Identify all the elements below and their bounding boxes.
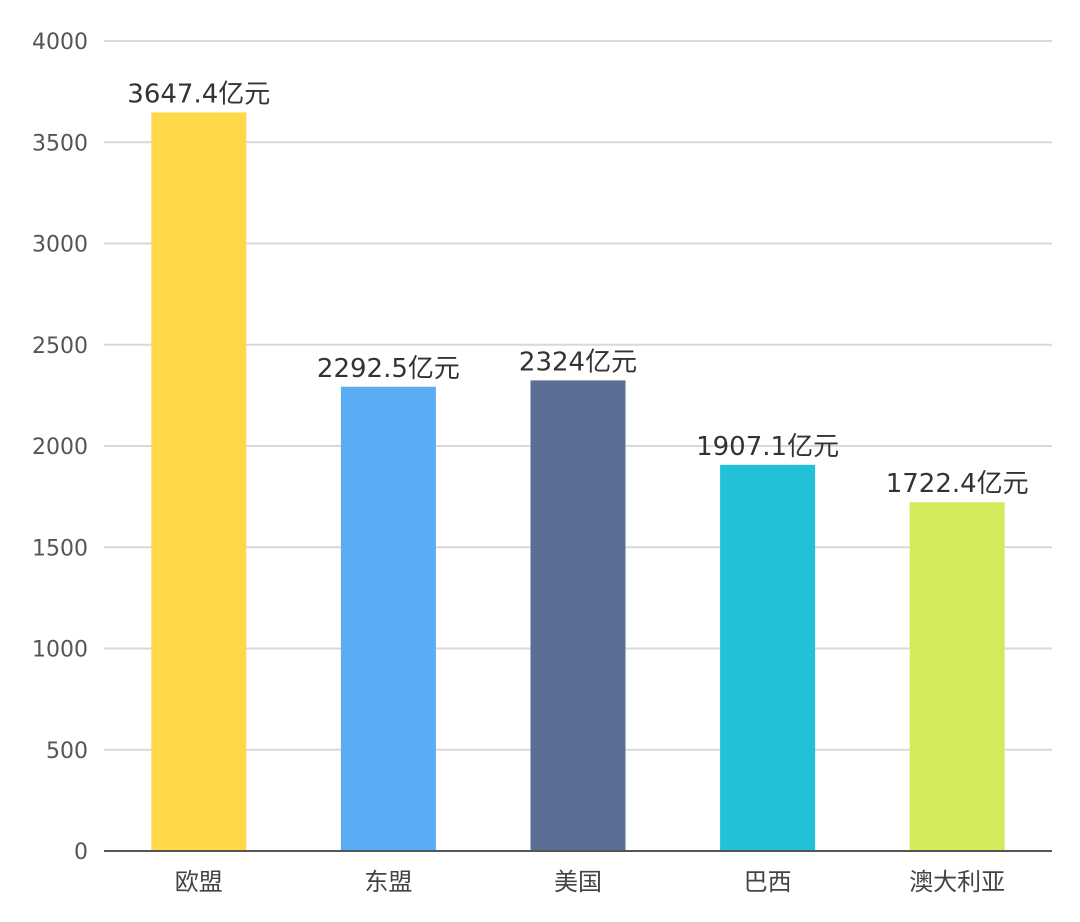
bars bbox=[151, 112, 1005, 852]
bar bbox=[720, 464, 816, 851]
x-tick-label: 东盟 bbox=[364, 868, 412, 896]
y-tick-label: 3000 bbox=[32, 233, 88, 258]
y-tick-label: 3500 bbox=[32, 131, 88, 156]
data-label: 3647.4亿元 bbox=[127, 79, 270, 109]
y-tick-label: 0 bbox=[74, 840, 88, 865]
data-label: 2324亿元 bbox=[519, 347, 637, 377]
y-tick-label: 2500 bbox=[32, 334, 88, 359]
x-tick-label: 欧盟 bbox=[175, 868, 223, 896]
bar bbox=[909, 502, 1005, 851]
y-tick-label: 4000 bbox=[32, 30, 88, 55]
y-tick-label: 500 bbox=[46, 739, 88, 764]
y-tick-label: 1500 bbox=[32, 536, 88, 561]
x-tick-label: 澳大利亚 bbox=[909, 868, 1005, 896]
y-tick-label: 1000 bbox=[32, 638, 88, 663]
bar bbox=[151, 112, 247, 852]
bar bbox=[530, 380, 626, 851]
y-tick-label: 2000 bbox=[32, 435, 88, 460]
data-label: 1722.4亿元 bbox=[886, 469, 1029, 499]
x-tick-label: 巴西 bbox=[744, 868, 792, 896]
x-tick-label: 美国 bbox=[554, 868, 602, 896]
data-labels: 3647.4亿元 2292.5亿元 2324亿元 1907.1亿元 1722.4亿元 bbox=[127, 79, 1028, 499]
axes: 0 500 1000 1500 2000 2500 3000 3500 4000 欧盟 东盟 美国 巴西… bbox=[32, 30, 1052, 896]
data-label: 2292.5亿元 bbox=[317, 354, 460, 384]
data-label: 1907.1亿元 bbox=[696, 432, 839, 462]
bar bbox=[340, 386, 436, 851]
